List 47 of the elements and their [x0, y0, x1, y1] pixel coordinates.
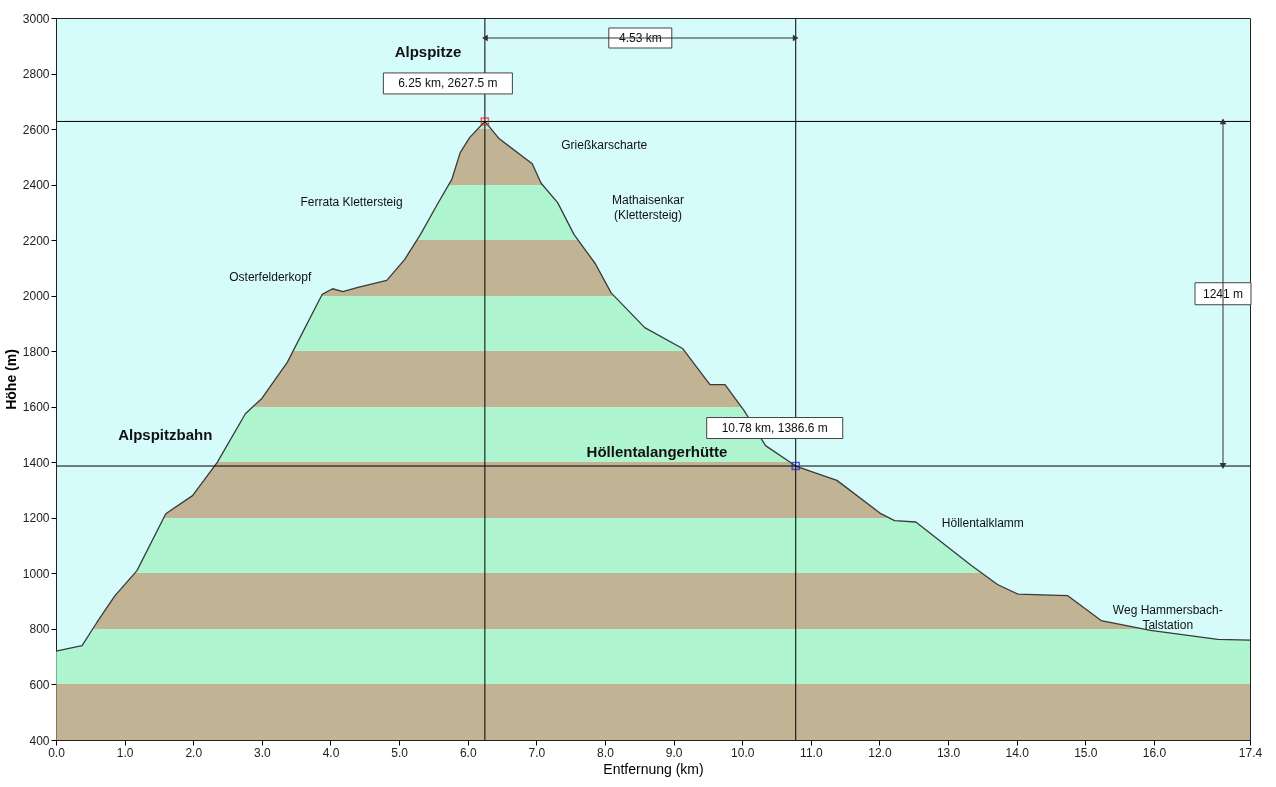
y-tick-label: 1800	[22, 344, 50, 359]
annotation: 1241 m	[1202, 286, 1244, 301]
y-tick-label: 600	[29, 677, 50, 692]
x-axis-title: Entfernung (km)	[603, 760, 704, 777]
y-tick-label: 800	[29, 622, 50, 637]
y-tick-label: 2200	[22, 233, 50, 248]
x-tick-label: 16.0	[1142, 745, 1167, 760]
annotation: Höllentalangerhütte	[586, 443, 728, 460]
x-tick-label: 14.0	[1005, 745, 1030, 760]
x-tick-label: 10.0	[731, 745, 755, 760]
y-tick-label: 1600	[22, 400, 50, 415]
x-tick-label: 9.0	[665, 745, 683, 760]
annotation: 6.25 km, 2627.5 m	[398, 76, 498, 91]
y-tick-label: 2400	[22, 178, 50, 193]
x-tick-label: 3.0	[254, 745, 272, 760]
y-tick-label: 400	[29, 733, 50, 748]
y-tick-label: 2600	[22, 122, 50, 137]
y-tick-label: 2000	[22, 289, 50, 304]
x-tick-label: 4.0	[322, 745, 340, 760]
y-axis-title: Höhe (m)	[2, 349, 19, 410]
annotation: Mathaisenkar (Klettersteig)	[611, 193, 685, 222]
y-tick-label: 2800	[22, 67, 50, 82]
x-tick-label: 1.0	[116, 745, 134, 760]
annotation: 4.53 km	[618, 31, 662, 45]
x-tick-label: 15.0	[1074, 745, 1098, 760]
x-tick-label: 12.0	[868, 745, 892, 760]
annotation: Alpspitze	[394, 43, 462, 60]
annotation: Weg Hammersbach- Talstation	[1112, 603, 1223, 633]
annotation: Osterfelderkopf	[229, 270, 312, 285]
x-tick-label: 2.0	[185, 745, 203, 760]
annotation: 10.78 km, 1386.6 m	[721, 421, 828, 436]
x-tick-label: 6.0	[459, 745, 477, 760]
x-tick-label: 5.0	[391, 745, 409, 760]
x-tick-label: 13.0	[936, 745, 961, 760]
x-tick-label: 8.0	[597, 745, 615, 760]
y-tick-label: 1200	[22, 511, 50, 526]
y-tick-label: 3000	[22, 11, 50, 26]
y-tick-label: 1000	[22, 566, 50, 581]
x-tick-label: 11.0	[800, 745, 823, 760]
annotation: Grießkarscharte	[561, 137, 648, 152]
x-tick-label: 7.0	[528, 745, 546, 760]
x-tick-label: 17.4	[1238, 745, 1263, 760]
annotation: Alpspitzbahn	[118, 426, 213, 444]
x-tick-label: 0.0	[48, 745, 66, 760]
annotation: Höllentalklamm	[941, 516, 1024, 531]
annotation: Ferrata Klettersteig	[300, 195, 403, 210]
y-tick-label: 1400	[22, 455, 50, 470]
